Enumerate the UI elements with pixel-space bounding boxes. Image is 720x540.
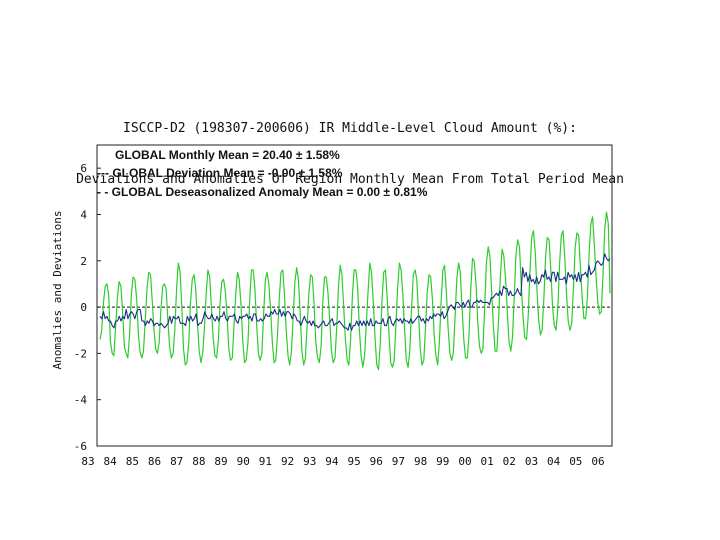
x-tick-label: 84 <box>104 455 118 468</box>
x-tick-label: 06 <box>591 455 604 468</box>
x-tick-label: 86 <box>148 455 161 468</box>
x-tick-label: 02 <box>503 455 516 468</box>
x-tick-label: 97 <box>392 455 405 468</box>
y-tick-label: -6 <box>74 440 87 453</box>
y-tick-label: -4 <box>74 394 88 407</box>
x-tick-label: 92 <box>281 455 294 468</box>
chart-subtitle: Deviations and Anomalies Of Region Month… <box>76 172 624 187</box>
x-tick-label: 85 <box>126 455 139 468</box>
x-tick-label: 91 <box>259 455 272 468</box>
series-layer <box>99 211 611 371</box>
chart-title: ISCCP-D2 (198307-200606) IR Middle-Level… <box>123 121 577 136</box>
y-tick-label: 2 <box>80 255 87 268</box>
y-axis-label: Anomalies and Deviations <box>51 211 64 370</box>
x-tick-label: 01 <box>481 455 494 468</box>
x-tick-label: 88 <box>192 455 205 468</box>
legend-entry-monthly-mean: GLOBAL Monthly Mean = 20.40 ± 1.58% <box>115 148 340 162</box>
y-tick-label: 4 <box>80 208 87 221</box>
x-tick-label: 00 <box>458 455 471 468</box>
x-tick-label: 90 <box>237 455 250 468</box>
x-tick-label: 99 <box>436 455 449 468</box>
x-tick-label: 94 <box>325 455 339 468</box>
y-tick-label: -2 <box>74 347 87 360</box>
x-tick-label: 96 <box>370 455 383 468</box>
x-tick-label: 04 <box>547 455 561 468</box>
x-tick-label: 87 <box>170 455 183 468</box>
y-axis: 6 4 2 0 -2 -4 -6 <box>74 162 101 453</box>
x-tick-label: 83 <box>81 455 94 468</box>
x-tick-label: 89 <box>214 455 227 468</box>
x-tick-label: 93 <box>303 455 316 468</box>
x-tick-label: 98 <box>414 455 427 468</box>
x-tick-label: 03 <box>525 455 538 468</box>
legend-entry-deviation: --- GLOBAL Deviation Mean = -0.00 ± 1.58… <box>97 166 343 180</box>
legend: GLOBAL Monthly Mean = 20.40 ± 1.58% --- … <box>97 148 428 199</box>
plot-frame <box>96 144 613 447</box>
y-tick-label: 6 <box>80 162 87 175</box>
x-tick-label: 95 <box>347 455 360 468</box>
legend-entry-anomaly: - - GLOBAL Deseasonalized Anomaly Mean =… <box>97 185 428 199</box>
x-tick-label: 05 <box>569 455 582 468</box>
series-line-monthly-mean <box>99 211 611 371</box>
series-line-deseasonalized-anomaly <box>99 253 611 331</box>
x-axis: 83 84 85 86 87 88 89 90 91 92 93 94 95 96 97 98 99 00 01 02… <box>81 455 604 468</box>
y-tick-label: 0 <box>80 301 87 314</box>
chart-title-block: ISCCP-D2 (198307-200606) IR Middle-Level… <box>0 86 700 205</box>
